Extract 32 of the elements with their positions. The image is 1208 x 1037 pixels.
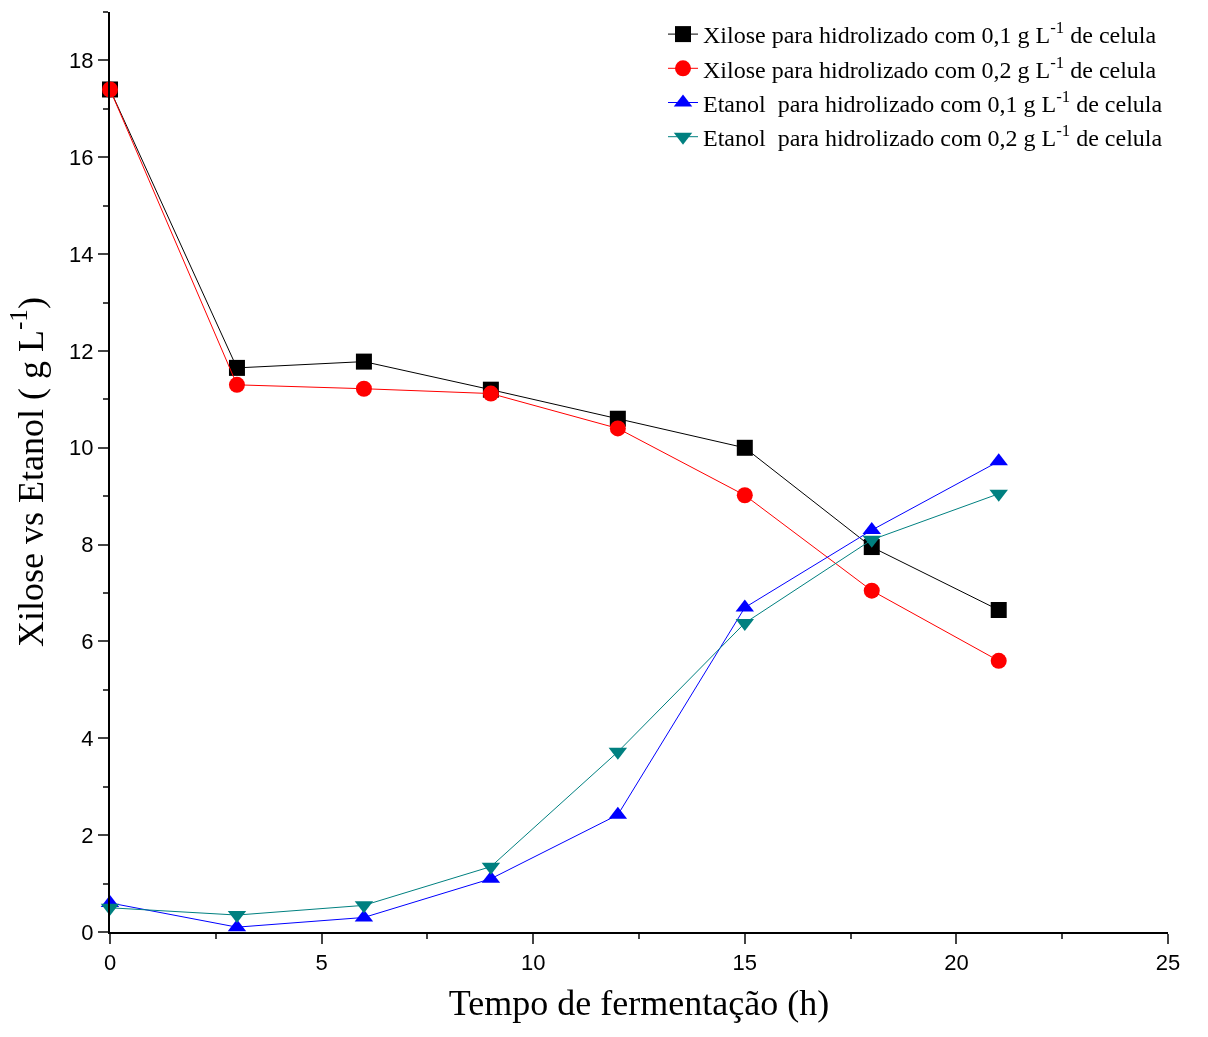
point bbox=[228, 376, 245, 393]
x-tick-label: 20 bbox=[944, 950, 969, 976]
point bbox=[736, 487, 753, 504]
y-tick-label: 2 bbox=[81, 822, 94, 848]
y-tick-label: 16 bbox=[69, 144, 94, 170]
legend-label: Etanol para hidrolizado com 0,2 g L$^{-1}$ de celula bbox=[703, 120, 1163, 152]
x-tick-label: 15 bbox=[732, 950, 758, 976]
point bbox=[482, 385, 499, 402]
point bbox=[609, 420, 626, 437]
point bbox=[355, 353, 372, 370]
y-tick-label: 0 bbox=[81, 919, 94, 945]
point bbox=[355, 380, 372, 397]
point bbox=[736, 439, 753, 456]
y-tick-label: 14 bbox=[69, 241, 94, 267]
legend-label: Etanol para hidrolizado com 0,1 g L$^{-1}$ de celula bbox=[703, 86, 1163, 117]
point bbox=[990, 602, 1007, 618]
point bbox=[990, 652, 1007, 669]
point bbox=[228, 359, 245, 376]
x-tick-label: 10 bbox=[520, 950, 546, 976]
legend-label: Xilose para hidrolizado com 0,2 g L$^{-1}$ de celula bbox=[703, 52, 1157, 83]
y-tick-label: 4 bbox=[81, 726, 94, 752]
y-tick-label: 6 bbox=[81, 629, 94, 655]
y-tick-label: 10 bbox=[69, 435, 94, 461]
x-tick-label: 5 bbox=[315, 950, 328, 976]
x-axis-title: Tempo de fermentação (h) bbox=[448, 982, 830, 1023]
y-tick-label: 18 bbox=[69, 48, 94, 74]
x-tick-label: 0 bbox=[103, 950, 117, 976]
y-tick-label: 8 bbox=[81, 532, 94, 558]
y-tick-label: 12 bbox=[69, 338, 94, 364]
point bbox=[863, 582, 880, 599]
legend-label: Xilose para hidrolizado com 0,1 g L$^{-1}$ de celula bbox=[703, 18, 1157, 49]
x-tick-label: 25 bbox=[1155, 950, 1181, 976]
